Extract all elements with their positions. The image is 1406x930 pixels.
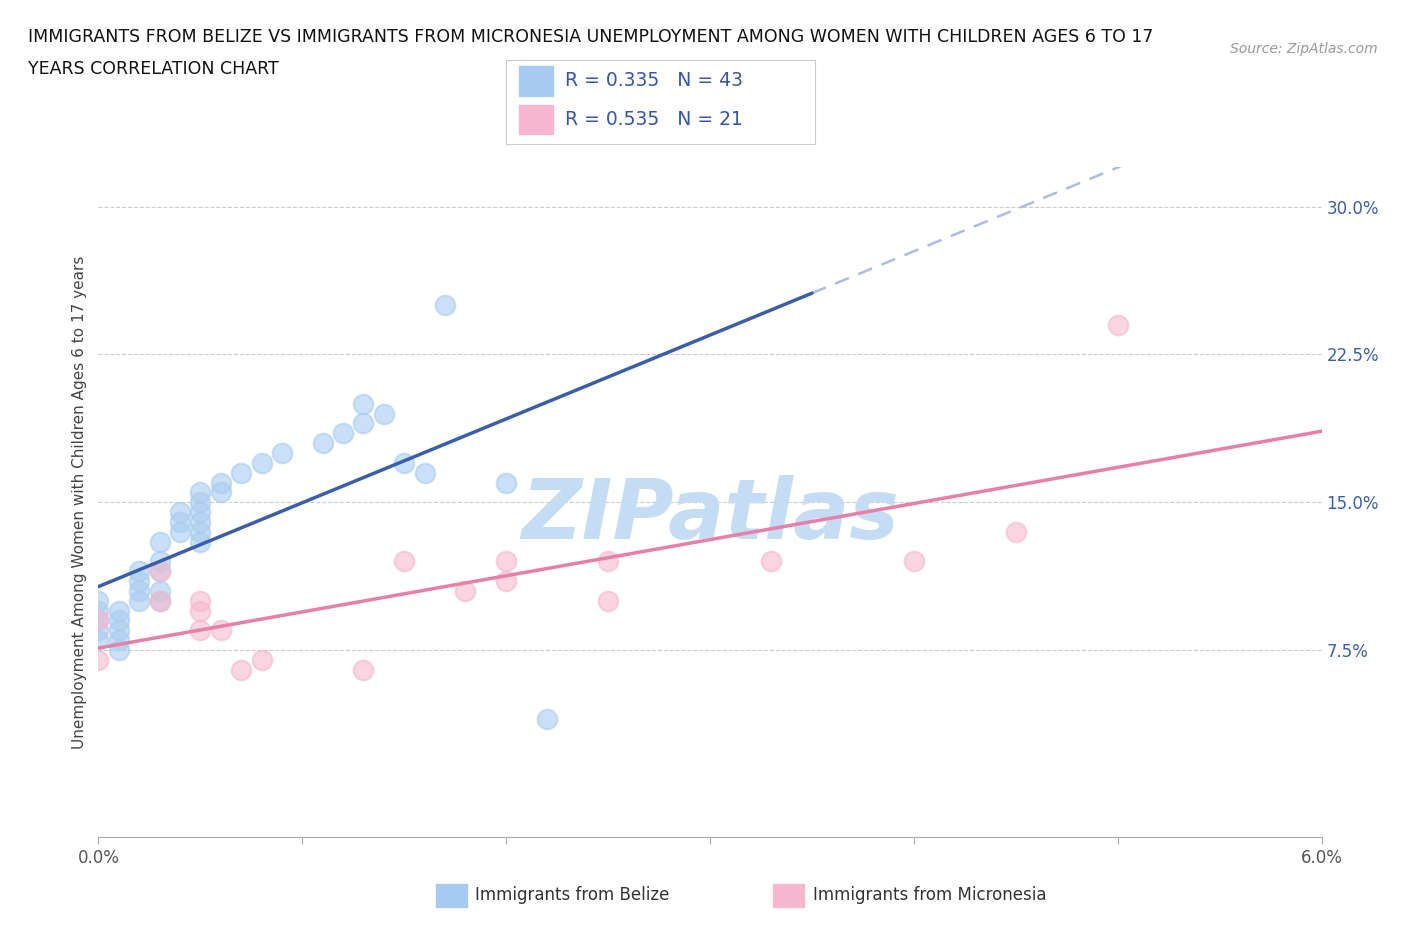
- Point: [169, 505, 191, 520]
- Point: [209, 475, 232, 490]
- Point: [433, 298, 456, 312]
- FancyBboxPatch shape: [519, 66, 553, 96]
- Point: [188, 593, 212, 608]
- Point: [495, 475, 517, 490]
- Point: [128, 593, 150, 608]
- Point: [87, 603, 110, 618]
- Point: [169, 514, 191, 529]
- Point: [87, 593, 110, 608]
- Point: [352, 396, 374, 411]
- Point: [352, 662, 374, 677]
- Point: [149, 564, 172, 578]
- Point: [188, 514, 212, 529]
- Point: [454, 583, 477, 598]
- Point: [128, 574, 150, 589]
- Point: [188, 534, 212, 549]
- Point: [108, 632, 131, 647]
- Point: [149, 593, 172, 608]
- Point: [87, 632, 110, 647]
- Point: [188, 603, 212, 618]
- Point: [149, 564, 172, 578]
- Point: [87, 623, 110, 638]
- Text: Source: ZipAtlas.com: Source: ZipAtlas.com: [1230, 42, 1378, 56]
- Point: [87, 613, 110, 628]
- Point: [108, 603, 131, 618]
- Text: Immigrants from Micronesia: Immigrants from Micronesia: [813, 885, 1046, 904]
- Point: [231, 662, 253, 677]
- Point: [598, 554, 620, 569]
- Point: [392, 554, 416, 569]
- Text: ZIPatlas: ZIPatlas: [522, 475, 898, 556]
- Point: [149, 583, 172, 598]
- Point: [149, 534, 172, 549]
- Text: Immigrants from Belize: Immigrants from Belize: [475, 885, 669, 904]
- Point: [108, 643, 131, 658]
- Point: [1107, 317, 1129, 332]
- Point: [495, 554, 517, 569]
- Point: [250, 456, 273, 471]
- Point: [108, 623, 131, 638]
- Point: [209, 623, 232, 638]
- Point: [536, 711, 558, 726]
- Point: [598, 593, 620, 608]
- Text: YEARS CORRELATION CHART: YEARS CORRELATION CHART: [28, 60, 278, 78]
- Point: [188, 485, 212, 499]
- Point: [108, 613, 131, 628]
- Point: [209, 485, 232, 499]
- Point: [149, 554, 172, 569]
- Point: [332, 426, 354, 441]
- Point: [373, 406, 395, 421]
- Point: [128, 564, 150, 578]
- Point: [311, 435, 335, 450]
- Point: [188, 623, 212, 638]
- FancyBboxPatch shape: [519, 105, 553, 134]
- Point: [761, 554, 783, 569]
- Point: [149, 593, 172, 608]
- Point: [188, 525, 212, 539]
- Point: [903, 554, 925, 569]
- Y-axis label: Unemployment Among Women with Children Ages 6 to 17 years: Unemployment Among Women with Children A…: [72, 256, 87, 749]
- Point: [1004, 525, 1026, 539]
- Text: IMMIGRANTS FROM BELIZE VS IMMIGRANTS FROM MICRONESIA UNEMPLOYMENT AMONG WOMEN WI: IMMIGRANTS FROM BELIZE VS IMMIGRANTS FRO…: [28, 28, 1153, 46]
- Point: [352, 416, 374, 431]
- Text: R = 0.535   N = 21: R = 0.535 N = 21: [565, 110, 742, 128]
- Point: [87, 613, 110, 628]
- Point: [392, 456, 416, 471]
- Point: [270, 445, 292, 460]
- Point: [250, 652, 273, 667]
- Point: [231, 465, 253, 480]
- Point: [413, 465, 436, 480]
- Point: [128, 583, 150, 598]
- Text: R = 0.335   N = 43: R = 0.335 N = 43: [565, 71, 742, 90]
- Point: [87, 652, 110, 667]
- Point: [495, 574, 517, 589]
- Point: [169, 525, 191, 539]
- Point: [188, 495, 212, 510]
- Point: [188, 505, 212, 520]
